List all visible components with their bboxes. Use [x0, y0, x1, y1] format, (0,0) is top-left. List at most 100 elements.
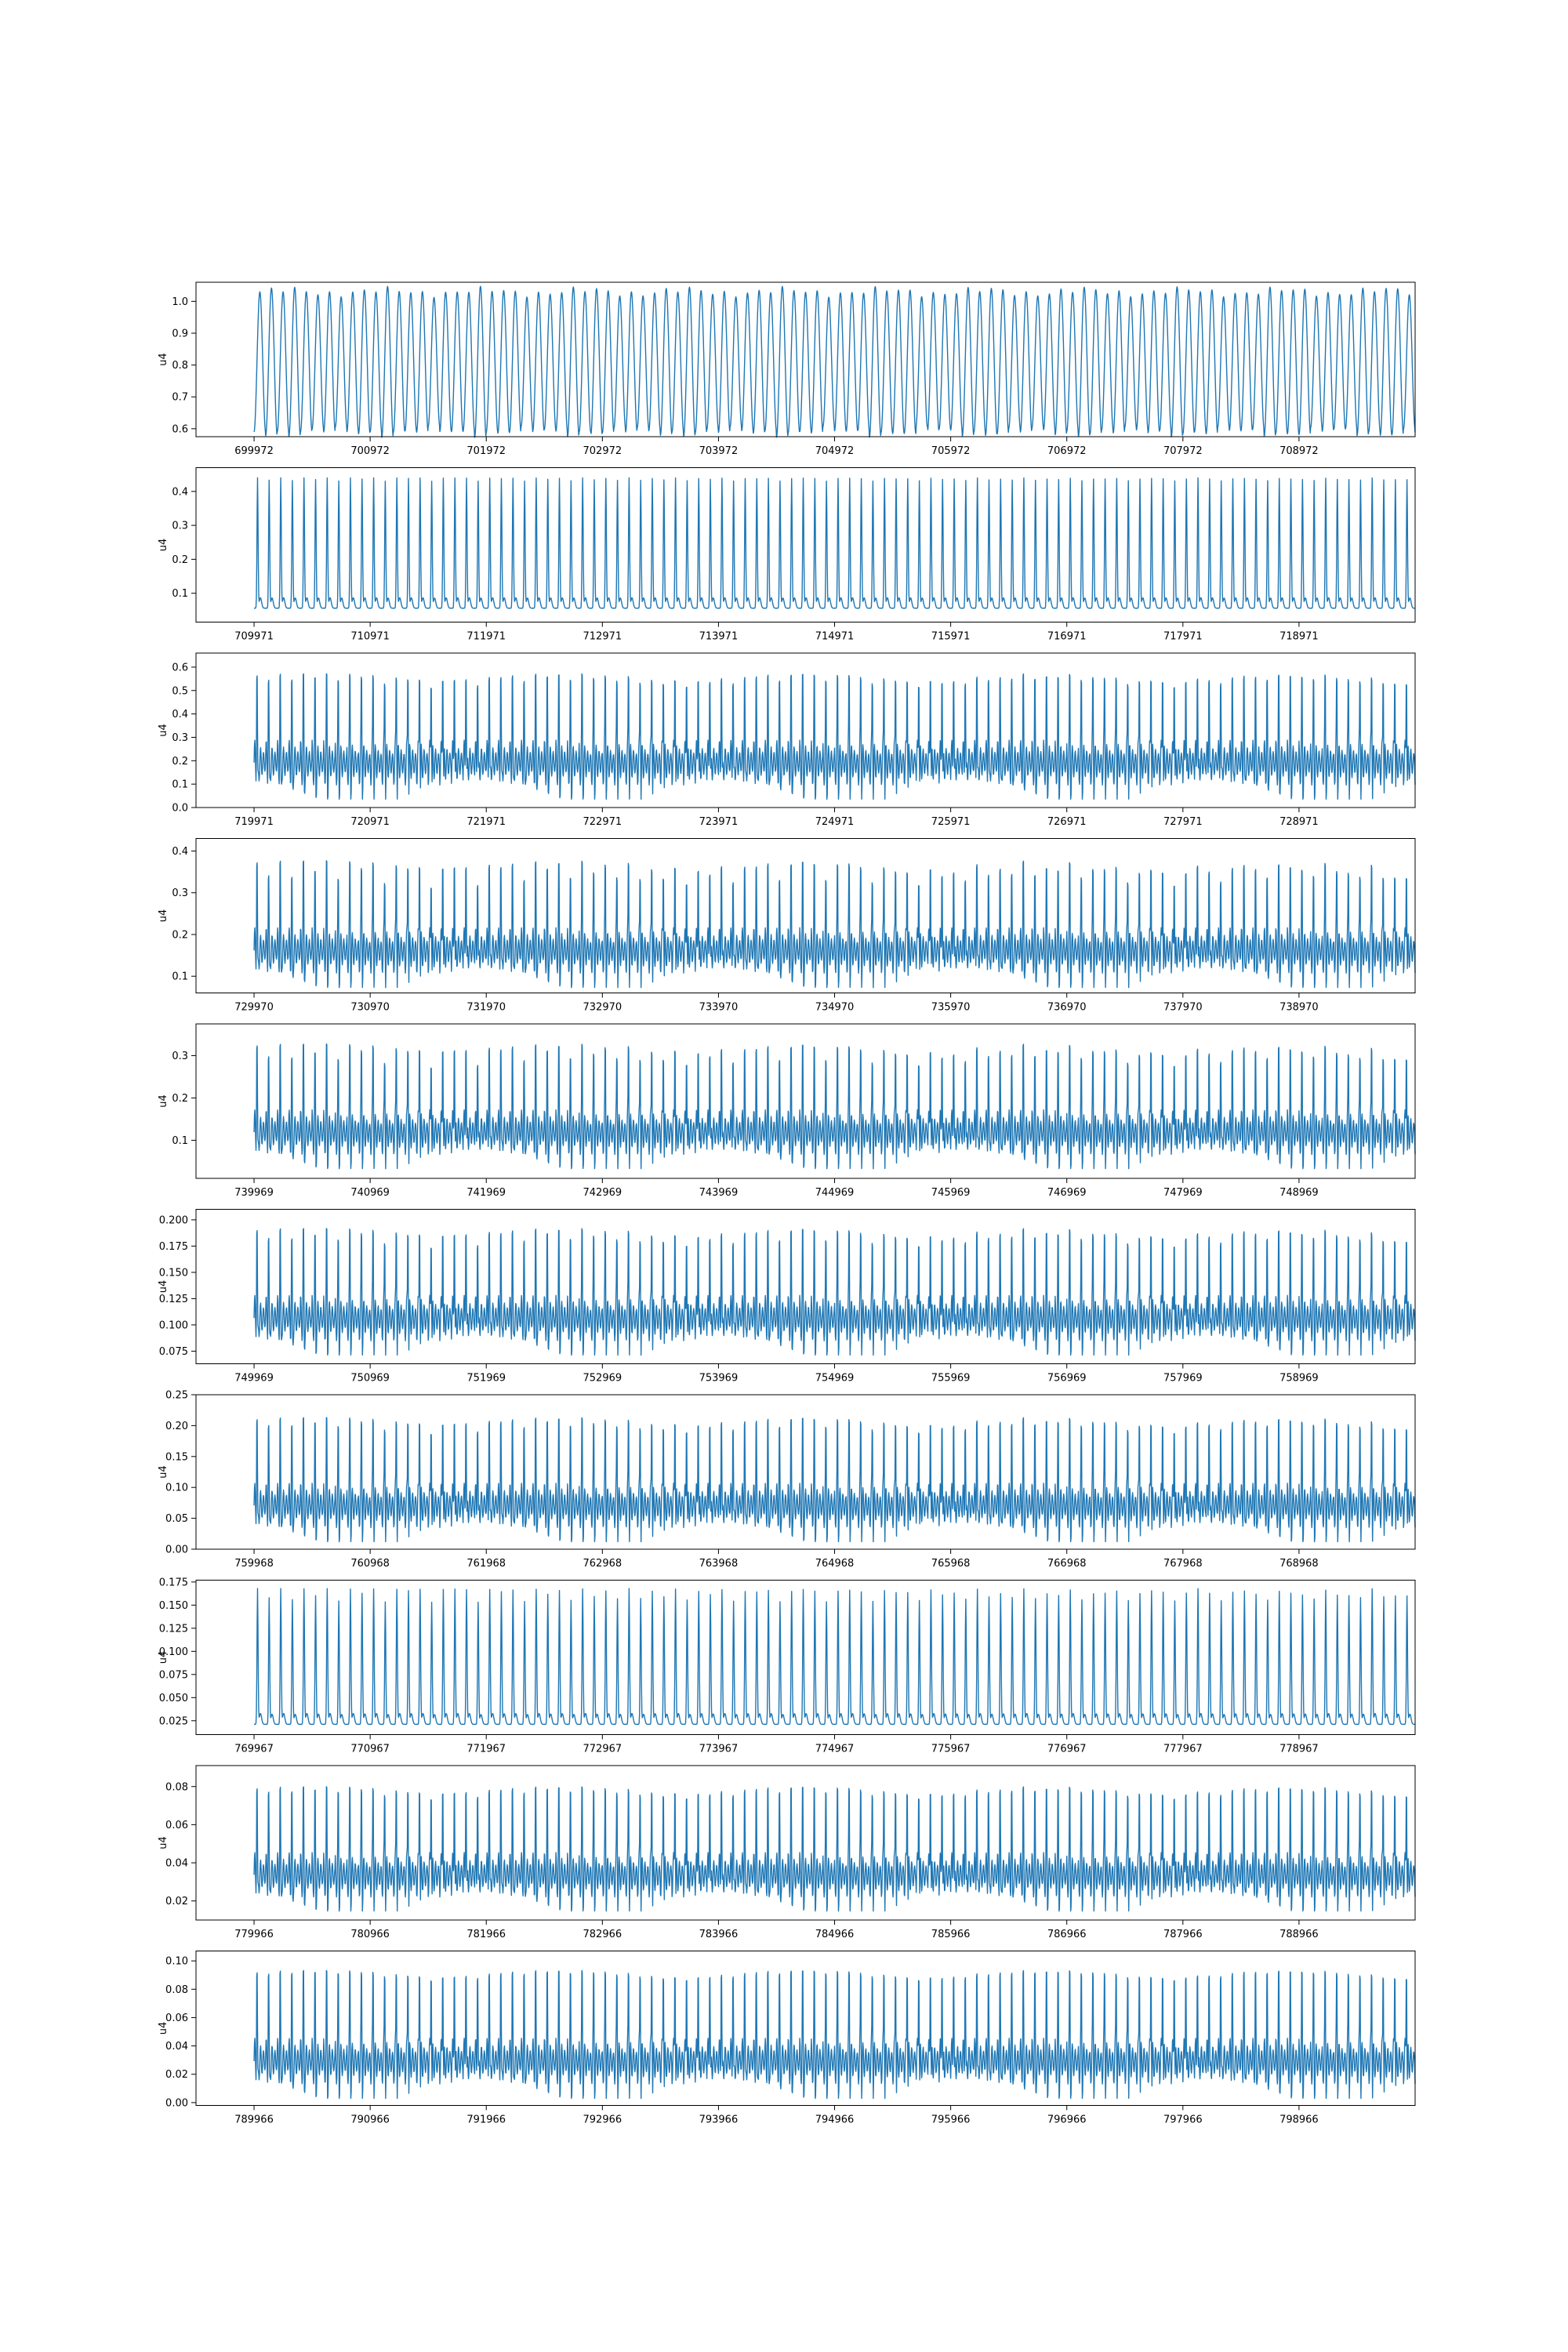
x-tick-label: 761968 [466, 1558, 506, 1570]
x-tick-label: 732970 [583, 1002, 622, 1014]
y-tick-label: 0.025 [159, 1715, 188, 1727]
x-tick-label: 729970 [234, 1002, 274, 1014]
y-tick-label: 0.8 [172, 360, 188, 372]
axes-frame [195, 1209, 1416, 1364]
y-tick-label: 0.15 [165, 1451, 188, 1463]
x-tick-label: 789966 [234, 2114, 274, 2126]
x-tick-label: 741969 [466, 1187, 506, 1199]
x-tick-label: 784966 [815, 1929, 855, 1940]
x-tick-label: 779966 [234, 1929, 274, 1940]
subplot-7: 759968 760968 761968 762968 763968 764968 7659… [158, 1390, 1416, 1570]
y-tick-label: 0.6 [172, 662, 188, 673]
x-tick-label: 704972 [815, 445, 855, 457]
series-line-u4 [253, 1417, 1416, 1543]
x-tick-label: 717971 [1163, 631, 1203, 643]
x-tick-label: 749969 [234, 1373, 274, 1385]
x-tick-label: 777967 [1163, 1744, 1203, 1755]
y-tick-label: 0.7 [172, 392, 188, 404]
y-tick-label: 0.5 [172, 685, 188, 697]
x-tick-label: 706972 [1047, 445, 1087, 457]
y-axis-label: u4 [158, 1094, 169, 1108]
x-tick-label: 794966 [815, 2114, 855, 2126]
x-tick-label: 759968 [234, 1558, 274, 1570]
x-tick-label: 742969 [583, 1187, 622, 1199]
axes-frame [195, 1394, 1416, 1550]
x-tick-label: 760968 [350, 1558, 390, 1570]
y-tick-label: 0.6 [172, 423, 188, 435]
y-axis-label: u4 [158, 724, 169, 737]
axes-frame [195, 1765, 1416, 1921]
subplot-5: 739969 740969 741969 742969 743969 744969 7459… [158, 1023, 1416, 1199]
x-tick-label: 718971 [1279, 631, 1319, 643]
y-tick-label: 0.050 [159, 1693, 188, 1704]
x-tick-label: 702972 [583, 445, 622, 457]
x-tick-label: 710971 [350, 631, 390, 643]
x-tick-label: 714971 [815, 631, 855, 643]
x-tick-label: 781966 [466, 1929, 506, 1940]
x-tick-label: 797966 [1163, 2114, 1203, 2126]
series-line-u4 [253, 1228, 1416, 1356]
x-tick-label: 754969 [815, 1373, 855, 1385]
subplot-2: 709971 710971 711971 712971 713971 714971 7159… [158, 467, 1416, 643]
x-tick-label: 764968 [815, 1558, 855, 1570]
y-tick-label: 0.1 [172, 588, 188, 600]
y-tick-label: 0.25 [165, 1390, 188, 1402]
y-axis-label: u4 [158, 2022, 169, 2035]
x-tick-label: 767968 [1163, 1558, 1203, 1570]
y-tick-label: 0.9 [172, 328, 188, 339]
x-tick-label: 734970 [815, 1002, 855, 1014]
subplot-10: 789966 790966 791966 792966 793966 794966 7959… [158, 1951, 1416, 2126]
x-tick-label: 709971 [234, 631, 274, 643]
y-tick-label: 0.06 [165, 2013, 188, 2024]
y-axis-label: u4 [158, 909, 169, 923]
x-tick-label: 728971 [1279, 816, 1319, 828]
y-tick-label: 0.100 [159, 1646, 188, 1658]
y-axis-label: u4 [158, 1651, 169, 1664]
x-tick-label: 713971 [699, 631, 739, 643]
x-tick-label: 792966 [583, 2114, 622, 2126]
y-tick-label: 0.00 [165, 2097, 188, 2109]
y-tick-label: 0.08 [165, 1781, 188, 1793]
y-tick-label: 0.05 [165, 1513, 188, 1525]
x-tick-label: 744969 [815, 1187, 855, 1199]
x-tick-label: 720971 [350, 816, 390, 828]
y-tick-label: 0.20 [165, 1421, 188, 1432]
x-tick-label: 731970 [466, 1002, 506, 1014]
x-tick-label: 790966 [350, 2114, 390, 2126]
x-tick-label: 765968 [931, 1558, 971, 1570]
y-tick-label: 0.3 [172, 887, 188, 899]
x-tick-label: 762968 [583, 1558, 622, 1570]
series-line-u4 [253, 285, 1416, 438]
subplot-1: 699972 700972 701972 702972 703972 704972 7059… [158, 281, 1416, 457]
y-tick-label: 0.2 [172, 756, 188, 768]
x-tick-label: 701972 [466, 445, 506, 457]
x-tick-label: 707972 [1163, 445, 1203, 457]
x-tick-label: 775967 [931, 1744, 971, 1755]
x-tick-label: 730970 [350, 1002, 390, 1014]
x-tick-label: 757969 [1163, 1373, 1203, 1385]
x-tick-label: 743969 [699, 1187, 739, 1199]
x-tick-label: 753969 [699, 1373, 739, 1385]
y-axis-label: u4 [158, 353, 169, 366]
y-tick-label: 0.04 [165, 1858, 188, 1870]
x-tick-label: 773967 [699, 1744, 739, 1755]
x-tick-label: 782966 [583, 1929, 622, 1940]
x-tick-label: 711971 [466, 631, 506, 643]
series-line-u4 [253, 477, 1416, 609]
y-tick-label: 0.02 [165, 2069, 188, 2081]
x-tick-label: 740969 [350, 1187, 390, 1199]
y-tick-label: 0.100 [159, 1319, 188, 1331]
y-tick-label: 0.4 [172, 846, 188, 858]
y-tick-label: 0.2 [172, 1093, 188, 1105]
x-tick-label: 733970 [699, 1002, 739, 1014]
subplot-9: 779966 780966 781966 782966 783966 784966 7859… [158, 1765, 1416, 1940]
y-axis-label: u4 [158, 1836, 169, 1849]
x-tick-label: 715971 [931, 631, 971, 643]
x-tick-label: 776967 [1047, 1744, 1087, 1755]
x-tick-label: 746969 [1047, 1187, 1087, 1199]
x-tick-label: 763968 [699, 1558, 739, 1570]
x-tick-label: 736970 [1047, 1002, 1087, 1014]
y-tick-label: 0.1 [172, 971, 188, 983]
y-tick-label: 0.075 [159, 1669, 188, 1681]
x-tick-label: 785966 [931, 1929, 971, 1940]
